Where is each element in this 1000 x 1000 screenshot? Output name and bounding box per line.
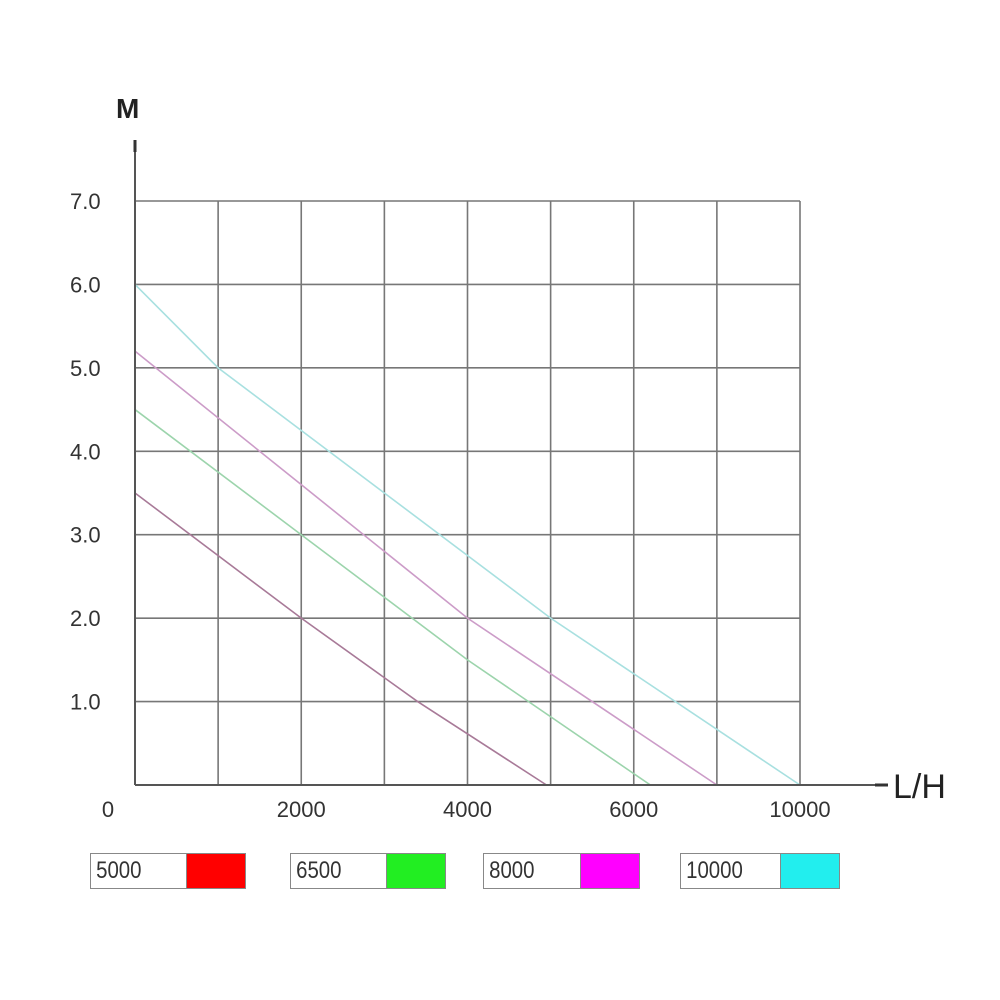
x-tick-label: 10000 xyxy=(769,797,830,822)
x-tick-label: 2000 xyxy=(277,797,326,822)
legend-item-6500: 6500 xyxy=(290,853,446,889)
legend-label: 10000 xyxy=(681,854,766,888)
y-tick-label: 2.0 xyxy=(70,606,101,631)
series-line-10000 xyxy=(134,283,801,786)
x-tick-label: 4000 xyxy=(443,797,492,822)
series-line-6500 xyxy=(134,408,651,786)
y-tick-label: 6.0 xyxy=(70,272,101,297)
series-line-5000 xyxy=(134,492,547,786)
y-axis-label: M xyxy=(116,93,139,124)
curves xyxy=(134,283,801,786)
legend-item-10000: 10000 xyxy=(680,853,840,889)
legend-label: 6500 xyxy=(291,854,372,888)
legend-item-5000: 5000 xyxy=(90,853,246,889)
x-tick-label: 0 xyxy=(102,797,114,822)
tick-labels: 1.0 2.0 3.0 4.0 5.0 6.0 7.0 0 2000 4000 6000 10000 xyxy=(70,189,831,822)
legend-swatch xyxy=(780,854,839,888)
legend-swatch xyxy=(386,854,445,888)
x-axis-label: L/H xyxy=(893,768,946,806)
legend-swatch xyxy=(580,854,639,888)
y-tick-label: 1.0 xyxy=(70,690,101,715)
y-tick-label: 5.0 xyxy=(70,356,101,381)
legend-item-8000: 8000 xyxy=(483,853,640,889)
legend-swatch xyxy=(186,854,245,888)
legend-label: 8000 xyxy=(484,854,566,888)
series-line-8000 xyxy=(134,350,718,786)
y-tick-label: 3.0 xyxy=(70,523,101,548)
x-tick-label: 6000 xyxy=(609,797,658,822)
y-tick-label: 4.0 xyxy=(70,439,101,464)
y-tick-label: 7.0 xyxy=(70,189,101,214)
grid xyxy=(135,200,801,785)
legend-label: 5000 xyxy=(91,854,172,888)
